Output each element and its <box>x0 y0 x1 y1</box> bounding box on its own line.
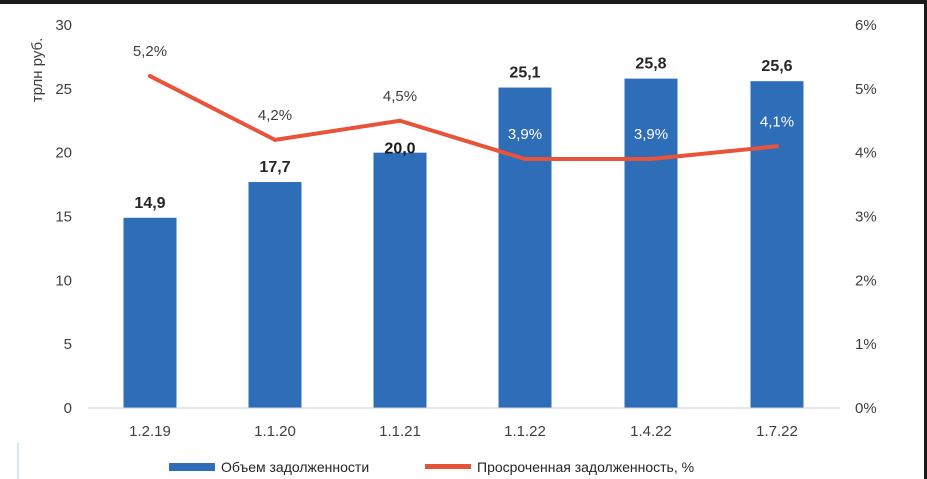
y-right-tick-label: 0% <box>855 400 877 417</box>
line-value-label: 4,1% <box>760 113 794 130</box>
legend-swatch-bar <box>169 463 215 471</box>
bar-value-label: 25,8 <box>635 56 666 73</box>
y-left-axis-title: трлн руб. <box>29 38 46 103</box>
bar <box>123 217 177 408</box>
bar <box>248 182 302 408</box>
y-left-tick-label: 30 <box>55 17 72 34</box>
bar-value-label: 20,0 <box>384 141 415 158</box>
x-tick-label: 1.7.22 <box>756 423 798 440</box>
x-tick-label: 1.1.21 <box>379 423 421 440</box>
y-right-tick-label: 3% <box>855 209 877 226</box>
y-left-tick-label: 20 <box>55 145 72 162</box>
y-left-tick-label: 10 <box>55 272 72 289</box>
y-right-tick-label: 1% <box>855 336 877 353</box>
line-point <box>148 74 152 79</box>
bar <box>750 81 804 408</box>
bar-value-label: 14,9 <box>134 195 165 212</box>
y-left-tick-label: 15 <box>55 209 72 226</box>
bar <box>498 87 552 408</box>
bar-value-label: 25,1 <box>509 65 540 82</box>
line-value-label: 3,9% <box>634 126 668 143</box>
bar <box>624 78 678 409</box>
line-point <box>775 144 779 149</box>
legend-label-bar: Объем задолженности <box>221 459 369 475</box>
x-tick-label: 1.4.22 <box>630 423 672 440</box>
x-tick-label: 1.2.19 <box>129 423 171 440</box>
line-point <box>398 118 402 123</box>
top-border <box>0 0 927 4</box>
legend-label-line: Просроченная задолженность, % <box>477 459 694 475</box>
legend-swatch-line <box>425 464 471 469</box>
line-value-label: 4,2% <box>258 107 292 124</box>
bar <box>373 152 427 408</box>
bar-value-label: 17,7 <box>259 159 290 176</box>
y-right-tick-label: 5% <box>855 81 877 98</box>
line-series-path <box>148 74 779 162</box>
line-point <box>649 157 653 162</box>
y-left-tick-label: 25 <box>55 81 72 98</box>
line-value-label: 5,2% <box>133 43 167 60</box>
right-border <box>924 0 927 479</box>
line-point <box>523 157 527 162</box>
y-left-tick-label: 5 <box>64 336 72 353</box>
x-tick-label: 1.1.20 <box>254 423 296 440</box>
y-right-tick-label: 2% <box>855 272 877 289</box>
y-left-tick-label: 0 <box>64 400 72 417</box>
y-right-tick-label: 4% <box>855 145 877 162</box>
bar-value-label: 25,6 <box>761 58 792 75</box>
x-tick-label: 1.1.22 <box>504 423 546 440</box>
line-value-label: 3,9% <box>508 126 542 143</box>
line-value-label: 4,5% <box>383 88 417 105</box>
y-right-tick-label: 6% <box>855 17 877 34</box>
legend: Объем задолженности Просроченная задолже… <box>17 443 694 479</box>
line-point <box>273 137 277 142</box>
